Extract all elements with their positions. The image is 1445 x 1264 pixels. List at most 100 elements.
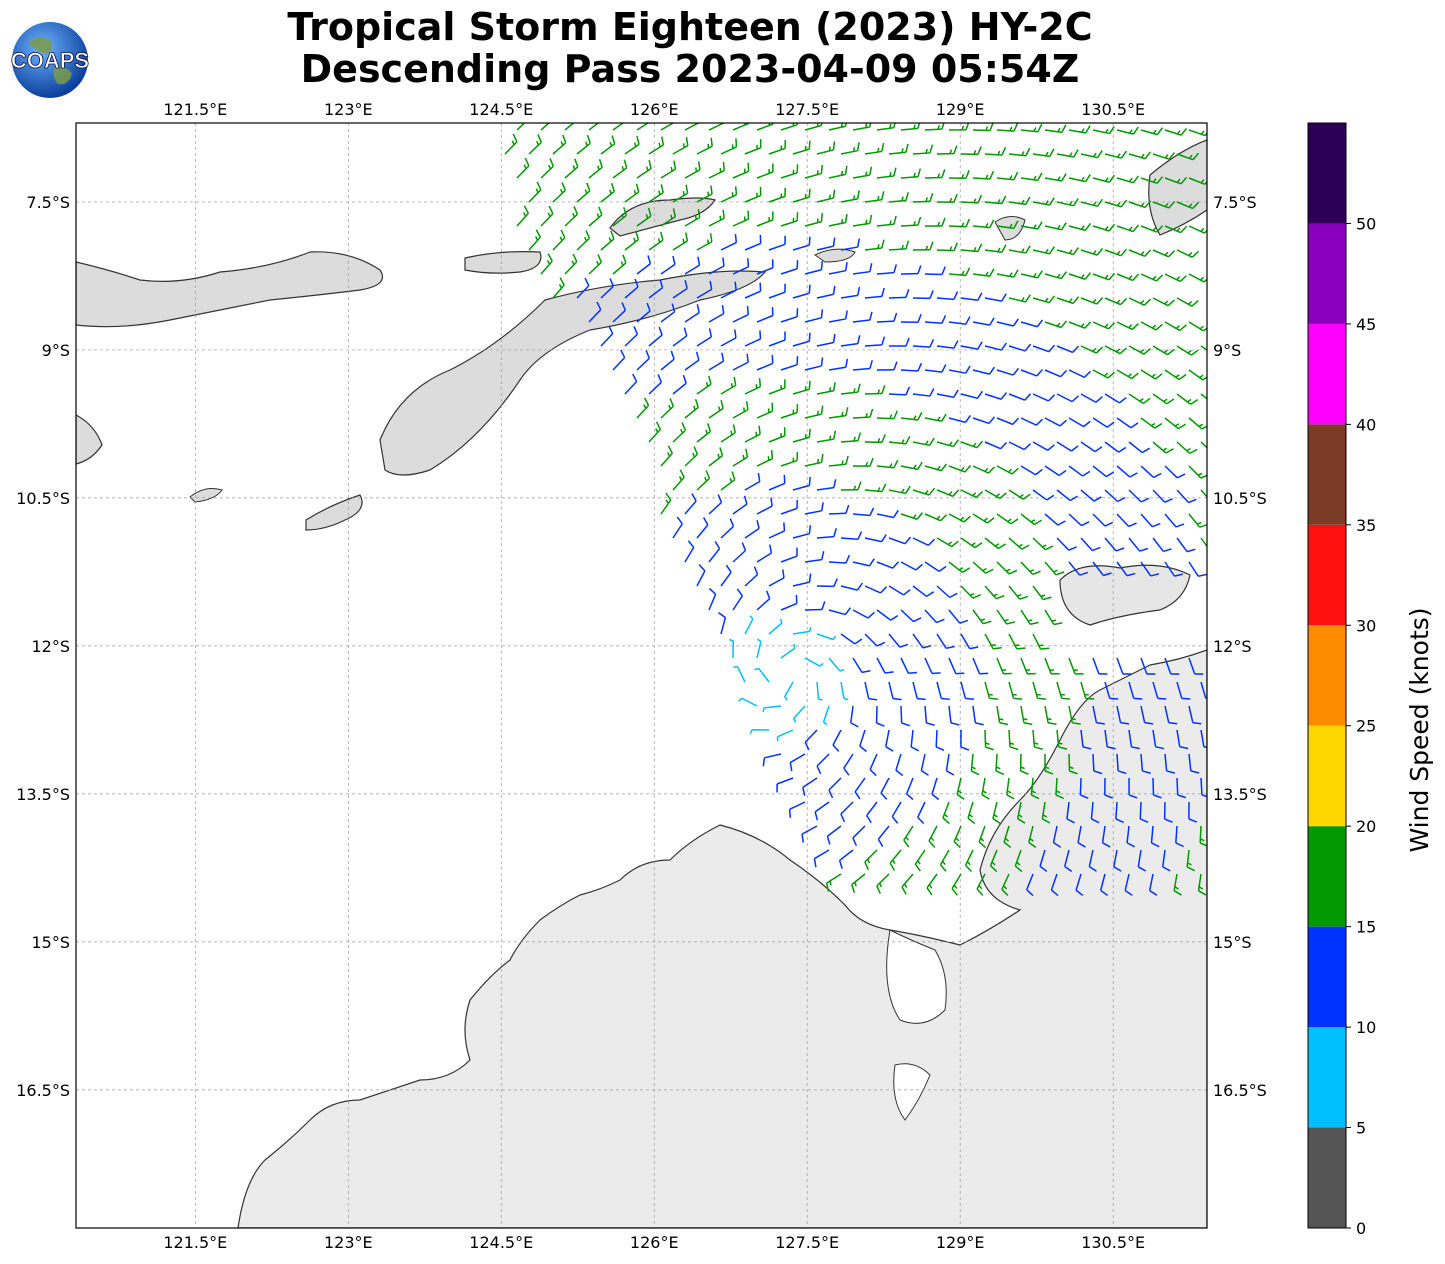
- wind-barb: [1200, 345, 1207, 352]
- wind-barb: [1128, 537, 1149, 552]
- wind-barb: [936, 585, 958, 599]
- wind-barb: [1213, 706, 1225, 724]
- wind-barb: [672, 516, 683, 539]
- wind-barb: [1056, 489, 1079, 502]
- wind-barb: [1176, 249, 1200, 258]
- colorbar-tick-label: 0: [1356, 1219, 1366, 1238]
- wind-barb: [1080, 345, 1104, 354]
- wind-barb: [885, 729, 894, 752]
- wind-barb: [891, 801, 902, 824]
- wind-barb: [780, 404, 799, 419]
- wind-barb: [864, 681, 878, 701]
- wind-barb: [1008, 147, 1031, 157]
- wind-barb: [672, 232, 689, 251]
- wind-barb: [528, 229, 541, 251]
- wind-barb: [636, 397, 650, 419]
- wind-barb: [1008, 729, 1019, 751]
- wind-barb: [1152, 345, 1175, 356]
- wind-barb: [948, 170, 970, 180]
- wind-barb: [939, 849, 950, 872]
- wind-barb: [1128, 777, 1138, 799]
- wind-barb: [869, 753, 878, 777]
- wind-barb: [624, 231, 640, 251]
- wind-barb: [912, 192, 934, 203]
- wind-barb: [1152, 729, 1165, 750]
- wind-barb: [928, 825, 938, 848]
- wind-barb: [1139, 801, 1149, 824]
- wind-barb: [1008, 537, 1030, 550]
- wind-barb: [1128, 200, 1152, 209]
- wind-barb: [1028, 825, 1037, 848]
- wind-barb: [852, 166, 873, 179]
- wind-barb: [792, 525, 812, 539]
- lon-tick-label-top: 130.5°E: [1081, 100, 1145, 119]
- axis-ticks: 121.5°E 121.5°E 123°E 123°E 124.5°E 124.5°E 12…: [16, 100, 1267, 1252]
- wind-barb: [1008, 393, 1032, 401]
- wind-barb: [840, 633, 863, 645]
- wind-barb: [792, 332, 811, 347]
- wind-barb: [792, 380, 811, 395]
- wind-barb: [1068, 222, 1091, 232]
- wind-barb: [1044, 609, 1063, 626]
- wind-barb: [1140, 225, 1164, 233]
- wind-barb: [888, 289, 910, 299]
- colorbar-segment: [1308, 826, 1346, 927]
- wind-barb: [768, 283, 786, 299]
- lon-tick-label-top: 121.5°E: [163, 100, 227, 119]
- wind-barb: [1116, 561, 1136, 577]
- colorbar-segment: [1308, 123, 1346, 224]
- wind-barb: [1068, 753, 1078, 775]
- wind-barb: [728, 638, 734, 659]
- wind-barb: [1044, 513, 1066, 526]
- wind-barb: [936, 681, 950, 701]
- wind-barb: [732, 588, 743, 611]
- wind-barb: [1188, 177, 1207, 185]
- wind-barb: [804, 261, 824, 275]
- wind-barb: [672, 469, 685, 491]
- wind-barb: [1115, 801, 1124, 824]
- wind-barb: [1140, 705, 1154, 725]
- wind-barb: [984, 392, 1008, 400]
- wind-barb: [912, 487, 936, 496]
- wind-barb: [948, 513, 971, 523]
- wind-barb: [1104, 393, 1127, 404]
- wind-barb: [1032, 489, 1055, 501]
- wind-barb: [768, 379, 786, 395]
- wind-barb: [696, 564, 706, 587]
- wind-barb: [600, 135, 616, 155]
- wind-barb: [850, 705, 859, 728]
- wind-barb: [720, 376, 737, 395]
- wind-barb: [804, 164, 823, 179]
- wind-barb: [816, 681, 823, 701]
- wind-barb: [951, 873, 962, 896]
- colorbar: 0 5 10 15 20 25 30 35 40 45 50: [1307, 122, 1376, 1238]
- wind-barb: [1163, 801, 1173, 823]
- wind-barb: [804, 551, 825, 563]
- wind-barb: [732, 448, 749, 467]
- wind-barb: [588, 158, 603, 179]
- wind-barb: [852, 214, 873, 227]
- wind-barb: [996, 513, 1019, 525]
- lat-tick-label-left: 7.5°S: [26, 193, 70, 212]
- wind-barb: [1188, 225, 1207, 234]
- wind-barb: [948, 465, 972, 473]
- lat-tick-label-right: 15°S: [1213, 933, 1252, 952]
- wind-barb: [1056, 247, 1080, 256]
- wind-barb: [660, 398, 675, 419]
- wind-barb: [840, 142, 860, 155]
- wind-barb: [792, 573, 812, 587]
- wind-barb: [696, 280, 713, 299]
- wind-barb: [876, 410, 898, 420]
- wind-barb: [1068, 272, 1092, 280]
- wind-barb: [1056, 198, 1079, 207]
- wind-barb: [780, 212, 799, 227]
- wind-barb: [912, 585, 935, 597]
- wind-barb: [768, 331, 786, 347]
- wind-barb: [924, 609, 945, 624]
- wind-barb: [1188, 273, 1207, 283]
- wind-barb: [970, 753, 980, 776]
- wind-barb: [924, 266, 946, 276]
- wind-barb: [1148, 873, 1158, 896]
- wind-barb: [1020, 319, 1044, 328]
- wind-barb: [1041, 801, 1051, 824]
